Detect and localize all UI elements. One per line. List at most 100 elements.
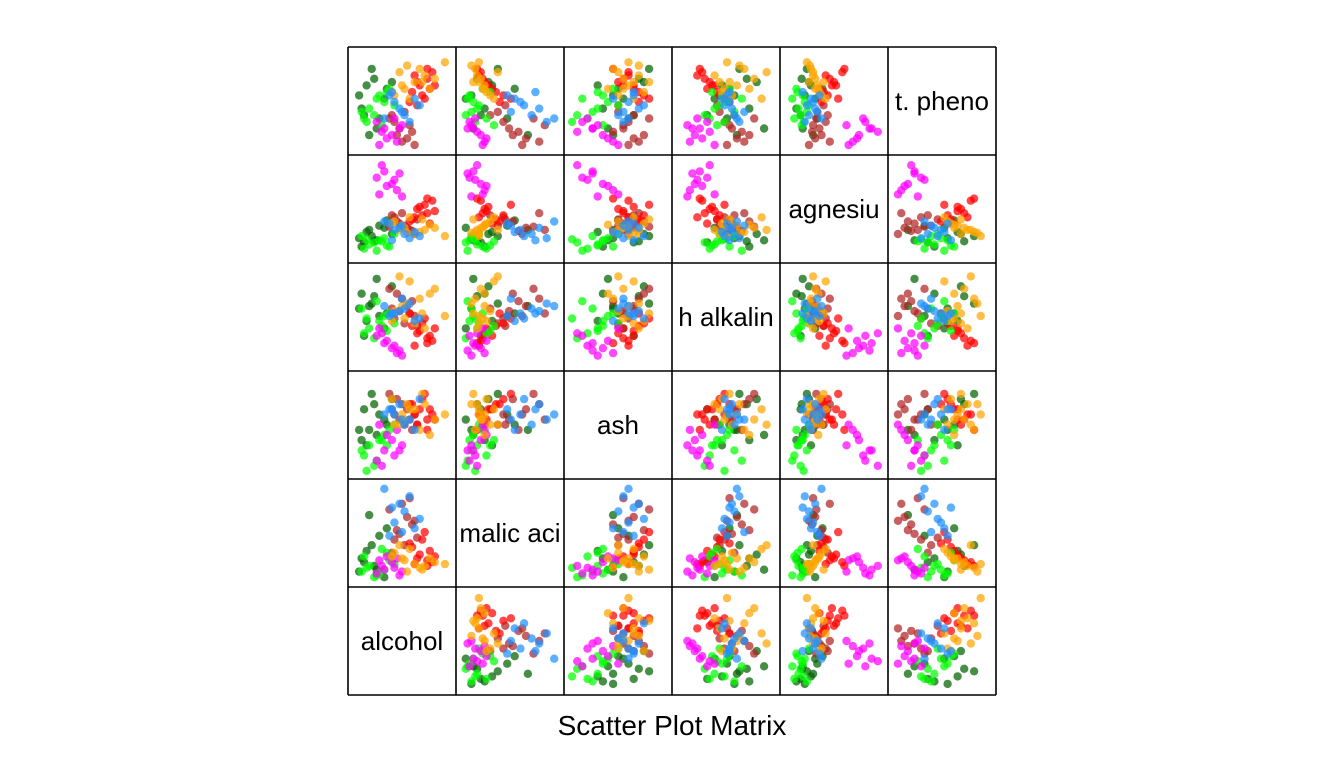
scatter-point bbox=[695, 64, 704, 74]
scatter-point bbox=[410, 140, 419, 150]
scatter-point bbox=[395, 306, 404, 316]
scatter-point bbox=[859, 114, 868, 123]
scatter-point bbox=[926, 221, 936, 230]
scatter-point bbox=[510, 316, 519, 326]
scatter-point bbox=[960, 223, 969, 232]
scatter-point bbox=[629, 674, 638, 684]
scatter-point bbox=[461, 238, 470, 247]
scatter-point bbox=[946, 236, 956, 245]
scatter-point bbox=[372, 94, 381, 103]
scatter-point bbox=[390, 563, 399, 572]
scatter-point bbox=[730, 446, 739, 455]
scatter-point bbox=[588, 169, 597, 178]
matrix-cell-malic-acid-vs-malic-acid bbox=[456, 479, 564, 587]
scatter-point bbox=[354, 425, 364, 435]
scatter-point bbox=[940, 614, 949, 623]
scatter-point bbox=[425, 220, 434, 229]
scatter-point bbox=[644, 200, 654, 209]
scatter-point bbox=[629, 309, 638, 318]
scatter-point bbox=[973, 567, 982, 576]
scatter-point bbox=[510, 624, 519, 633]
scatter-point bbox=[900, 552, 909, 561]
scatter-point bbox=[410, 524, 419, 533]
scatter-point bbox=[752, 550, 761, 559]
scatter-point bbox=[619, 284, 628, 293]
scatter-point bbox=[813, 107, 822, 117]
scatter-point bbox=[395, 169, 404, 178]
scatter-point bbox=[614, 190, 623, 199]
scatter-point bbox=[742, 74, 751, 84]
scatter-point bbox=[535, 209, 544, 218]
scatter-point bbox=[542, 415, 551, 424]
scatter-point bbox=[907, 561, 916, 571]
scatter-point bbox=[372, 297, 381, 306]
scatter-point bbox=[798, 405, 807, 414]
scatter-point bbox=[370, 111, 379, 120]
scatter-point bbox=[380, 97, 389, 107]
scatter-point bbox=[960, 292, 969, 301]
scatter-point bbox=[960, 558, 969, 567]
scatter-point bbox=[808, 541, 818, 550]
scatter-point bbox=[531, 87, 540, 97]
scatter-point bbox=[578, 662, 587, 671]
scatter-point bbox=[493, 107, 502, 117]
scatter-point bbox=[897, 400, 906, 409]
diagonal-label-tot-phenols: t. pheno bbox=[895, 86, 989, 116]
scatter-point bbox=[395, 272, 404, 281]
scatter-point bbox=[732, 484, 742, 493]
scatter-point bbox=[567, 314, 577, 323]
scatter-point bbox=[940, 316, 949, 326]
scatter-point bbox=[598, 344, 608, 353]
scatter-point bbox=[920, 301, 929, 311]
scatter-point bbox=[486, 306, 495, 316]
scatter-point bbox=[425, 405, 434, 414]
scatter-point bbox=[624, 593, 633, 603]
scatter-point bbox=[842, 121, 851, 130]
scatter-point bbox=[474, 593, 484, 603]
scatter-point bbox=[710, 190, 719, 199]
scatter-point bbox=[698, 552, 707, 561]
scatter-point bbox=[619, 604, 628, 613]
scatter-point bbox=[550, 217, 559, 226]
scatter-point bbox=[506, 415, 516, 424]
scatter-point bbox=[598, 321, 608, 331]
scatter-point bbox=[834, 314, 843, 323]
scatter-point bbox=[757, 405, 766, 414]
scatter-point bbox=[920, 654, 929, 663]
scatter-point bbox=[629, 202, 638, 212]
scatter-point bbox=[893, 659, 903, 668]
scatter-point bbox=[550, 114, 559, 123]
scatter-point bbox=[400, 314, 409, 323]
scatter-point bbox=[639, 314, 649, 323]
scatter-point bbox=[893, 190, 903, 199]
scatter-point bbox=[946, 441, 956, 450]
scatter-point bbox=[535, 137, 544, 146]
scatter-point bbox=[893, 420, 903, 429]
diagonal-label-ash: ash bbox=[597, 410, 639, 440]
scatter-point bbox=[842, 567, 851, 576]
scatter-point bbox=[644, 299, 654, 308]
scatter-point bbox=[467, 631, 476, 641]
scatter-point bbox=[956, 565, 966, 574]
scatter-point bbox=[737, 127, 746, 136]
scatter-point bbox=[588, 231, 597, 241]
scatter-point bbox=[940, 227, 949, 237]
scatter-point bbox=[690, 130, 699, 140]
scatter-point bbox=[531, 236, 540, 245]
scatter-point bbox=[811, 400, 820, 409]
scatter-point bbox=[730, 677, 739, 686]
scatter-point bbox=[375, 140, 384, 150]
scatter-point bbox=[720, 117, 729, 127]
scatter-point bbox=[357, 435, 366, 445]
scatter-point bbox=[614, 533, 623, 542]
scatter-point bbox=[966, 225, 975, 235]
scatter-point bbox=[750, 505, 759, 514]
scatter-point bbox=[639, 552, 649, 561]
scatter-point bbox=[608, 669, 618, 678]
scatter-point bbox=[926, 446, 936, 455]
scatter-point bbox=[727, 548, 737, 557]
scatter-point bbox=[634, 223, 643, 232]
scatter-point bbox=[482, 451, 491, 460]
scatter-point bbox=[688, 571, 697, 580]
scatter-point bbox=[614, 548, 623, 557]
